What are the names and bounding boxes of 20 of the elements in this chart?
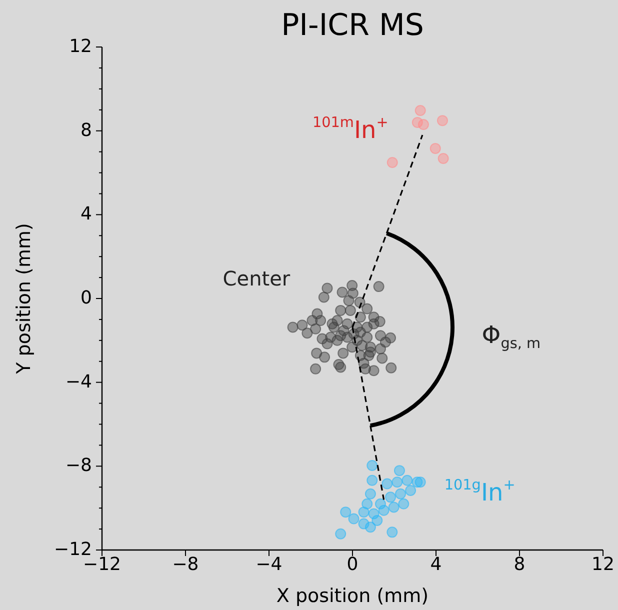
x-tick-label: 12 — [592, 554, 614, 575]
chart-title: PI-ICR MS — [281, 8, 424, 44]
y-tick-label: 12 — [69, 36, 92, 57]
y-tick-label: 8 — [80, 120, 92, 141]
y-tick-label: −12 — [54, 538, 92, 560]
annotation: $^{101m}$In$^{+}$ — [312, 114, 388, 144]
y-tick-label: 0 — [80, 287, 92, 308]
x-tick-label: −4 — [256, 554, 282, 575]
annotation: $^{101g}$In$^{+}$ — [444, 477, 516, 506]
x-tick-label: 4 — [430, 554, 442, 575]
y-tick-label: −8 — [65, 455, 92, 476]
annotation: Center — [222, 266, 291, 291]
y-axis-title: Y position (mm) — [13, 223, 35, 375]
x-axis-title: X position (mm) — [276, 585, 429, 607]
x-tick-label: 8 — [514, 554, 526, 575]
y-tick-label: −4 — [65, 371, 92, 392]
x-tick-label: −8 — [172, 554, 199, 575]
annotation: Φ$_{gs, m}$ — [482, 320, 540, 352]
y-tick-label: 4 — [80, 204, 92, 225]
x-tick-label: 0 — [346, 554, 358, 575]
